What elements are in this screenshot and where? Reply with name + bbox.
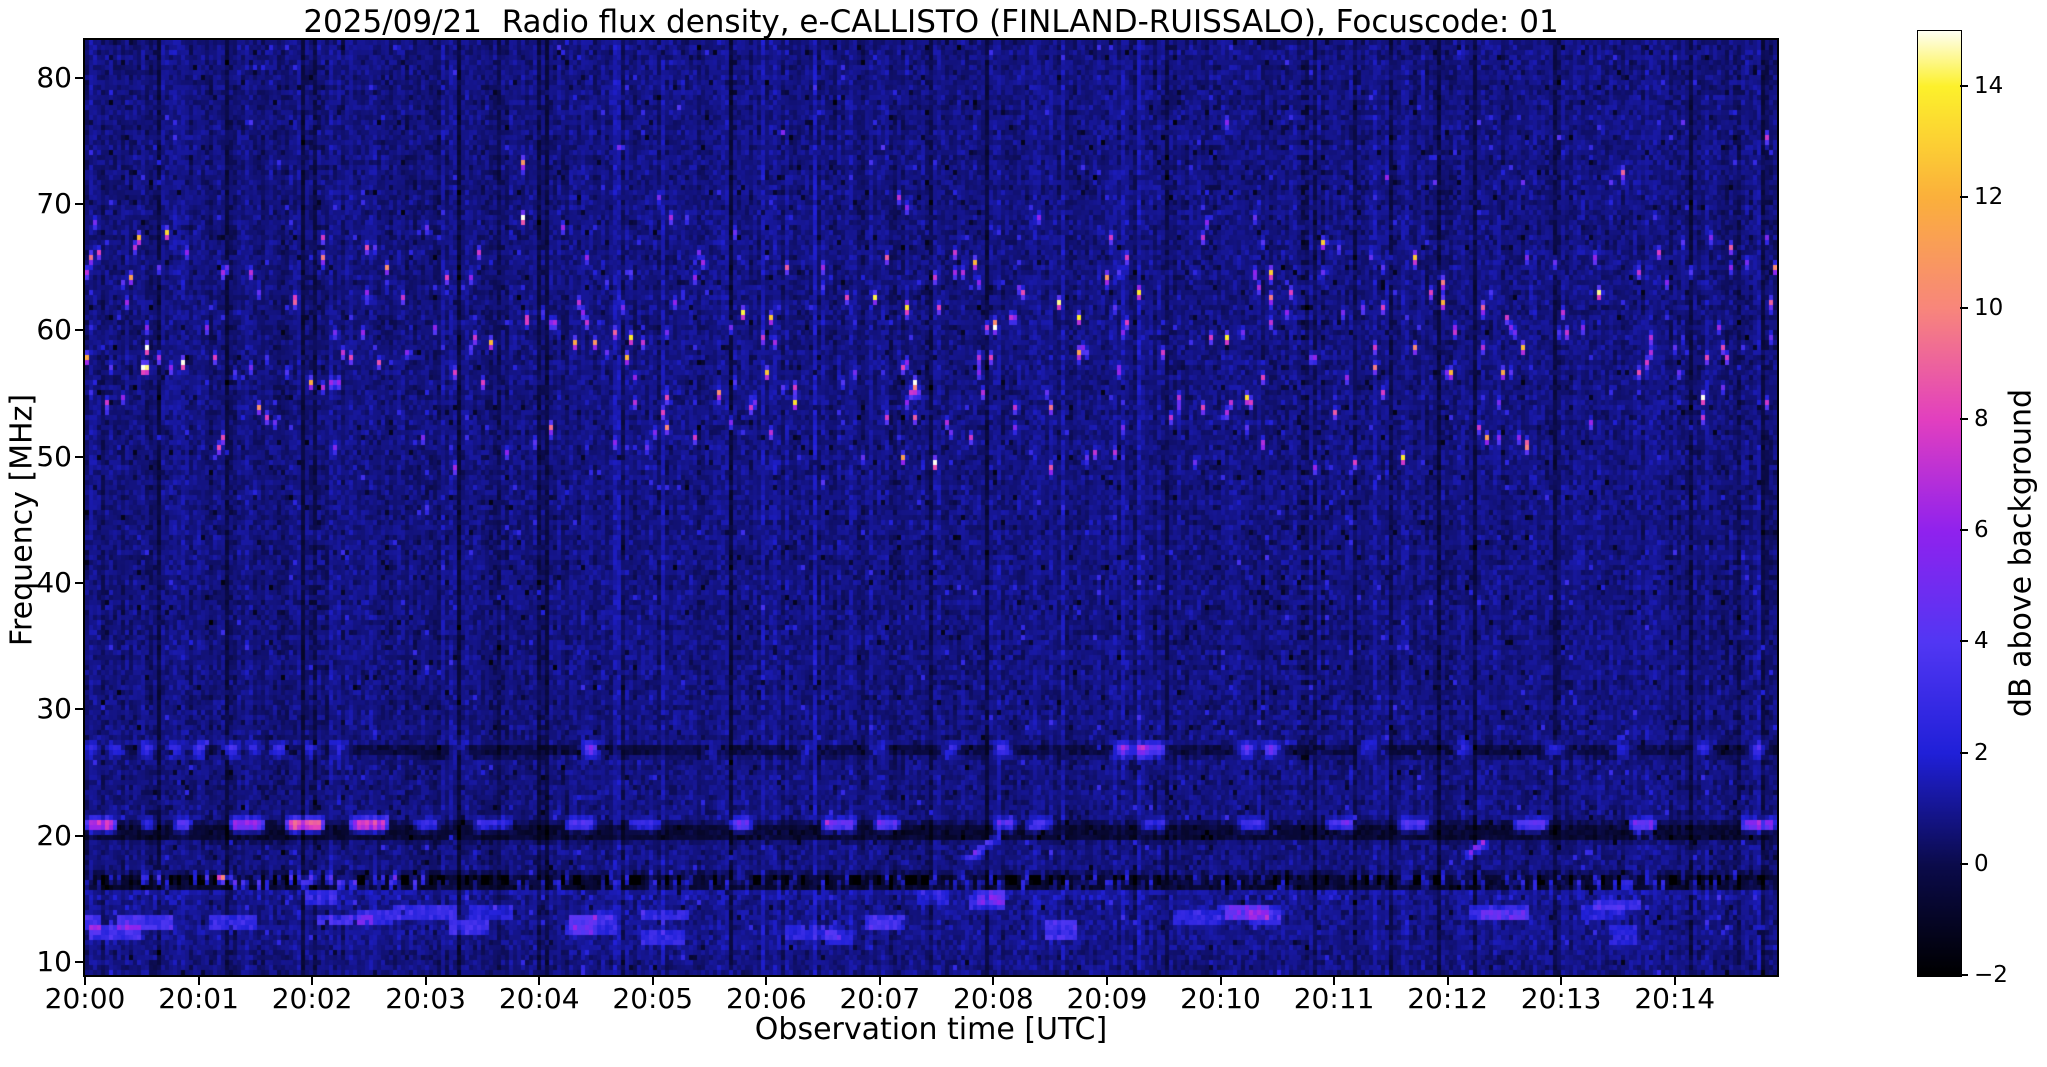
colorbar-tick-mark <box>1960 195 1968 198</box>
y-tick-label: 70 <box>36 187 72 221</box>
y-tick-label: 30 <box>36 692 72 726</box>
x-tick-mark <box>651 975 654 985</box>
y-tick-label: 20 <box>36 818 72 852</box>
colorbar-tick-label: 2 <box>1974 739 1989 766</box>
x-tick-label: 20:02 <box>271 982 353 1015</box>
colorbar-canvas <box>1918 31 1961 976</box>
colorbar-tick-mark <box>1960 974 1968 976</box>
y-tick-mark <box>75 203 85 206</box>
x-tick-label: 20:13 <box>1520 982 1602 1015</box>
colorbar-tick-label: 8 <box>1974 406 1989 433</box>
y-tick-label: 40 <box>36 566 72 600</box>
x-tick-label: 20:09 <box>1066 982 1148 1015</box>
colorbar-tick-mark <box>1960 640 1968 643</box>
y-tick-mark <box>75 76 85 79</box>
x-tick-label: 20:10 <box>1180 982 1261 1015</box>
x-tick-mark <box>538 975 541 985</box>
colorbar-tick-mark <box>1960 862 1968 865</box>
colorbar-tick-label: 10 <box>1974 294 2004 321</box>
y-tick-label: 80 <box>36 60 72 94</box>
x-tick-label: 20:04 <box>498 982 580 1015</box>
y-tick-mark <box>75 455 85 458</box>
y-tick-mark <box>75 329 85 332</box>
x-tick-mark <box>311 975 314 985</box>
x-tick-label: 20:08 <box>953 982 1034 1015</box>
colorbar-tick-mark <box>1960 418 1968 421</box>
colorbar-label: dB above background <box>2003 388 2039 718</box>
x-tick-label: 20:06 <box>725 982 807 1015</box>
colorbar-tick-label: 12 <box>1974 183 2004 210</box>
x-tick-mark <box>992 975 995 985</box>
x-tick-label: 20:01 <box>158 982 239 1015</box>
x-tick-mark <box>1333 975 1336 985</box>
x-tick-mark <box>1219 975 1222 985</box>
colorbar-tick-label: 14 <box>1974 72 2004 99</box>
y-tick-mark <box>75 834 85 837</box>
x-tick-label: 20:11 <box>1293 982 1375 1015</box>
chart-title: 2025/09/21 Radio flux density, e-CALLIST… <box>303 4 1559 40</box>
colorbar-tick-mark <box>1960 751 1968 754</box>
colorbar-tick-label: 6 <box>1974 517 1989 544</box>
y-tick-label: 10 <box>36 944 72 978</box>
colorbar-tick-label: 0 <box>1974 850 1989 877</box>
y-tick-mark <box>75 708 85 711</box>
x-tick-mark <box>424 975 427 985</box>
x-tick-label: 20:03 <box>385 982 466 1015</box>
spectrogram-plot <box>83 38 1779 977</box>
y-tick-label: 50 <box>36 439 72 473</box>
x-tick-mark <box>84 975 86 985</box>
colorbar-tick-label: −2 <box>1974 962 2008 988</box>
x-tick-label: 20:14 <box>1634 982 1716 1015</box>
x-tick-mark <box>765 975 768 985</box>
x-tick-label: 20:05 <box>612 982 694 1015</box>
x-tick-mark <box>1560 975 1563 985</box>
x-tick-mark <box>878 975 881 985</box>
colorbar-tick-label: 4 <box>1974 628 1989 655</box>
x-tick-mark <box>1105 975 1108 985</box>
x-tick-mark <box>1446 975 1449 985</box>
x-tick-mark <box>197 975 200 985</box>
y-tick-mark <box>75 582 85 585</box>
x-tick-label: 20:12 <box>1407 982 1488 1015</box>
x-tick-label: 20:07 <box>839 982 921 1015</box>
colorbar-tick-mark <box>1960 84 1968 87</box>
spectrogram-canvas <box>85 40 1777 975</box>
y-axis-label: Frequency [MHz] <box>4 393 40 647</box>
x-tick-mark <box>1673 975 1676 985</box>
colorbar-tick-mark <box>1960 306 1968 309</box>
x-axis-label: Observation time [UTC] <box>754 1012 1108 1047</box>
y-tick-mark <box>75 960 85 963</box>
colorbar-tick-mark <box>1960 529 1968 532</box>
colorbar <box>1917 30 1962 977</box>
y-tick-label: 60 <box>36 313 72 347</box>
x-tick-label: 20:00 <box>44 982 126 1015</box>
